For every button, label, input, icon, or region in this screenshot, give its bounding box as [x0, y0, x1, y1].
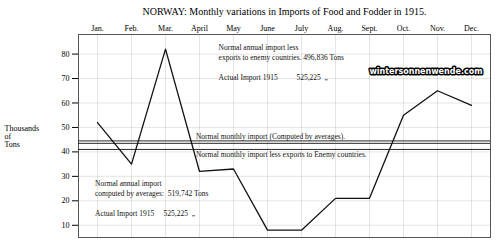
svg-text:Aug.: Aug.: [328, 24, 344, 33]
svg-text:NORWAY: Monthly variations in: NORWAY: Monthly variations in Imports of…: [143, 6, 427, 17]
svg-text:May: May: [226, 24, 241, 33]
svg-text:20: 20: [62, 196, 70, 205]
svg-text:Normal monthly import (Compute: Normal monthly import (Computed by avera…: [196, 132, 345, 141]
svg-text:Normal annual import less: Normal annual import less: [219, 43, 299, 52]
svg-text:exports to enemy countries. 49: exports to enemy countries. 496,836 Tons: [219, 53, 344, 62]
svg-text:ThousandsofTons: ThousandsofTons: [5, 124, 40, 149]
svg-text:Mar.: Mar.: [158, 24, 173, 33]
svg-text:10: 10: [62, 221, 70, 230]
svg-text:Sept.: Sept.: [361, 24, 377, 33]
svg-text:Actual Import 1915 525,225: Actual Import 1915 525,225 „: [95, 209, 195, 218]
svg-text:60: 60: [62, 99, 70, 108]
svg-text:70: 70: [62, 74, 70, 83]
svg-text:July: July: [295, 24, 308, 33]
svg-text:Feb.: Feb.: [125, 24, 139, 33]
svg-text:Actual Import 1915 52: Actual Import 1915 525,225 „: [219, 73, 328, 82]
svg-text:50: 50: [62, 123, 70, 132]
svg-text:Nov.: Nov.: [430, 24, 445, 33]
svg-text:Dec.: Dec.: [464, 24, 479, 33]
svg-text:Jan.: Jan.: [91, 24, 104, 33]
svg-text:June: June: [260, 24, 275, 33]
svg-text:Oct.: Oct.: [397, 24, 411, 33]
svg-text:April: April: [191, 24, 209, 33]
svg-text:Normal monthly import less exp: Normal monthly import less exports to En…: [196, 150, 367, 159]
svg-text:computed by averages: 519,742: computed by averages: 519,742 Tons: [95, 189, 209, 198]
svg-text:Normal annual import: Normal annual import: [95, 179, 163, 188]
svg-text:80: 80: [62, 50, 70, 59]
svg-text:wintersonnenwende.com: wintersonnenwende.com: [369, 67, 482, 76]
svg-text:30: 30: [62, 172, 70, 181]
svg-text:40: 40: [62, 147, 70, 156]
